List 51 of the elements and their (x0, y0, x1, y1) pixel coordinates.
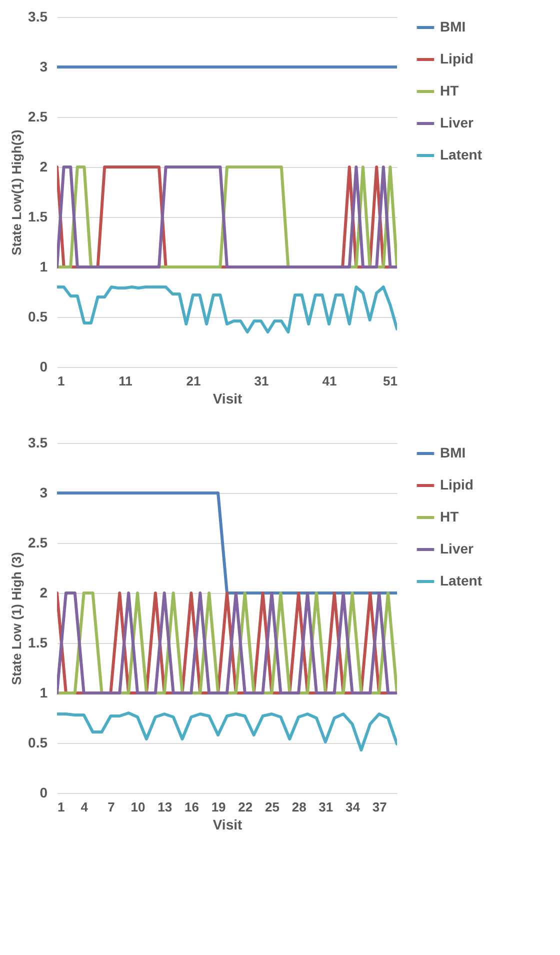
y-tick-label: 1.5 (28, 634, 48, 650)
legend-label: HT (440, 508, 460, 524)
x-tick-label: 31 (318, 800, 334, 814)
legend-label: Latent (440, 146, 482, 162)
y-axis-title: State Low(1) High(3) (9, 130, 24, 256)
x-tick-label: 4 (80, 800, 89, 814)
x-tick-label: 31 (254, 374, 269, 388)
y-tick-label: 3 (40, 484, 48, 500)
x-tick-label: 21 (186, 374, 201, 388)
line-series (57, 286, 397, 334)
legend-label: Liver (440, 540, 474, 556)
x-tick-label: 25 (265, 800, 280, 814)
y-tick-label: 0.5 (28, 734, 48, 750)
x-tick-label: 16 (184, 800, 199, 814)
x-tick-label: 34 (346, 800, 361, 814)
x-tick-label: 1 (58, 374, 65, 388)
x-tick-label: 41 (322, 374, 337, 388)
y-tick-label: 2 (40, 584, 48, 600)
x-tick-label: 13 (158, 800, 172, 814)
line-series (57, 712, 397, 752)
y-tick-label: 0.5 (28, 308, 48, 324)
y-tick-label: 2.5 (28, 534, 48, 550)
x-tick-label: 28 (292, 800, 306, 814)
y-tick-label: 0 (40, 358, 48, 374)
x-tick-label: 19 (211, 800, 226, 814)
y-axis-title: State Low (1) High (3) (9, 552, 24, 685)
legend-label: BMI (440, 444, 466, 460)
x-tick-label: 11 (118, 374, 132, 388)
legend-label: Lipid (440, 476, 474, 492)
x-tick-label: 22 (238, 800, 253, 814)
x-axis-title: Visit (212, 390, 242, 406)
y-tick-label: 2 (40, 158, 48, 174)
legend-label: Latent (440, 572, 482, 588)
y-tick-label: 0 (40, 784, 48, 800)
x-tick-label: 51 (383, 374, 398, 388)
x-tick-label: 10 (130, 800, 146, 814)
y-tick-label: 2.5 (28, 108, 48, 124)
legend-label: Lipid (440, 50, 474, 66)
x-axis-title: Visit (212, 816, 242, 832)
x-tick-label: 1 (58, 800, 65, 814)
legend-label: Liver (440, 114, 474, 130)
legend-label: BMI (440, 18, 466, 34)
y-tick-label: 1.5 (28, 208, 48, 224)
x-tick-label: 37 (372, 800, 387, 814)
legend-label: HT (440, 82, 460, 98)
y-tick-label: 3.5 (28, 8, 48, 24)
y-tick-label: 3.5 (28, 434, 48, 450)
y-tick-label: 3 (40, 58, 48, 74)
y-tick-label: 1 (40, 258, 48, 274)
x-tick-label: 7 (108, 800, 115, 814)
y-tick-label: 1 (40, 684, 48, 700)
